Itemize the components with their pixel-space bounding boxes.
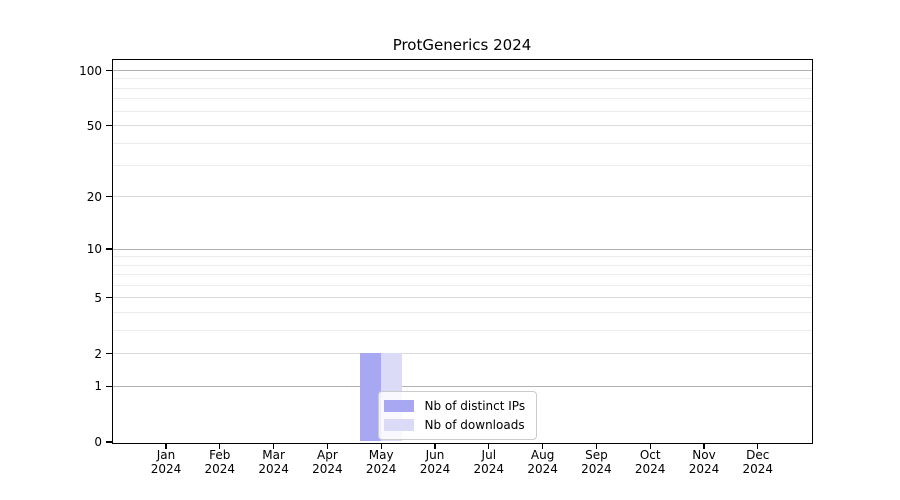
major-gridline xyxy=(112,196,812,198)
legend-label: Nb of distinct IPs xyxy=(424,398,526,413)
chart-title: ProtGenerics 2024 xyxy=(392,36,532,54)
legend: Nb of distinct IPs Nb of downloads xyxy=(377,390,538,440)
x-tick-label-oct: Oct 2024 xyxy=(634,448,666,476)
major-gridline xyxy=(112,385,812,387)
y-tick-label: 50 xyxy=(86,118,102,133)
y-tick-label: 20 xyxy=(86,189,102,204)
x-tick-label-jun: Jun 2024 xyxy=(419,448,451,476)
minor-gridline xyxy=(112,284,812,286)
x-tick-label-jul: Jul 2024 xyxy=(473,448,505,476)
minor-gridline xyxy=(112,98,812,100)
y-tick-mark xyxy=(105,124,112,127)
minor-gridline xyxy=(112,142,812,144)
legend-label: Nb of downloads xyxy=(424,417,525,432)
x-tick-label-nov: Nov 2024 xyxy=(688,448,720,476)
x-tick-mark xyxy=(326,443,328,449)
major-gridline xyxy=(112,125,812,126)
minor-gridline xyxy=(112,165,812,167)
major-gridline xyxy=(112,353,812,355)
x-tick-label-sep: Sep 2024 xyxy=(581,448,612,476)
minor-gridline xyxy=(112,256,812,258)
major-gridline xyxy=(112,297,812,299)
legend-swatch-icon xyxy=(383,399,414,412)
y-tick-mark xyxy=(105,441,112,443)
minor-gridline xyxy=(112,87,812,89)
x-tick-mark xyxy=(542,443,544,449)
x-tick-mark xyxy=(434,443,436,449)
x-tick-mark xyxy=(165,443,167,449)
minor-gridline xyxy=(112,329,812,331)
legend-entry: Nb of downloads xyxy=(383,416,526,434)
y-tick-mark xyxy=(105,248,112,250)
x-tick-label-dec: Dec 2024 xyxy=(742,448,774,476)
y-tick-mark xyxy=(105,353,112,355)
minor-gridline xyxy=(112,78,812,80)
x-tick-label-may: May 2024 xyxy=(365,448,397,476)
x-tick-label-apr: Apr 2024 xyxy=(312,448,343,476)
y-tick-label: 1 xyxy=(94,379,102,394)
legend-entry: Nb of distinct IPs xyxy=(383,397,526,415)
x-tick-label-feb: Feb 2024 xyxy=(204,448,236,476)
major-gridline xyxy=(112,248,812,250)
y-tick-label: 100 xyxy=(79,63,102,78)
x-tick-label-mar: Mar 2024 xyxy=(258,448,289,476)
y-tick-mark xyxy=(105,297,112,299)
x-tick-mark xyxy=(757,443,759,449)
plot-area: Nb of distinct IPs Nb of downloads xyxy=(111,58,813,444)
x-tick-label-aug: Aug 2024 xyxy=(527,448,558,476)
minor-gridline xyxy=(112,110,812,112)
major-gridline xyxy=(112,70,812,71)
y-tick-mark xyxy=(105,385,112,387)
y-tick-label: 0 xyxy=(94,435,102,449)
x-tick-label-jan: Jan 2024 xyxy=(150,448,182,476)
legend-swatch-icon xyxy=(383,418,414,431)
y-tick-label: 2 xyxy=(94,346,102,361)
y-tick-label: 10 xyxy=(86,242,102,256)
y-tick-mark xyxy=(105,69,112,72)
x-tick-mark xyxy=(380,443,382,449)
x-tick-mark xyxy=(488,443,490,449)
y-tick-mark xyxy=(105,196,112,198)
bar-nb-of-distinct-ips-may xyxy=(359,353,381,442)
y-tick-label: 5 xyxy=(94,290,102,305)
x-tick-mark xyxy=(649,443,651,449)
minor-gridline xyxy=(112,311,812,313)
x-tick-mark xyxy=(595,443,597,449)
minor-gridline xyxy=(112,264,812,266)
x-tick-mark xyxy=(703,443,705,449)
x-tick-mark xyxy=(273,443,275,449)
minor-gridline xyxy=(112,274,812,276)
x-tick-mark xyxy=(219,443,221,449)
